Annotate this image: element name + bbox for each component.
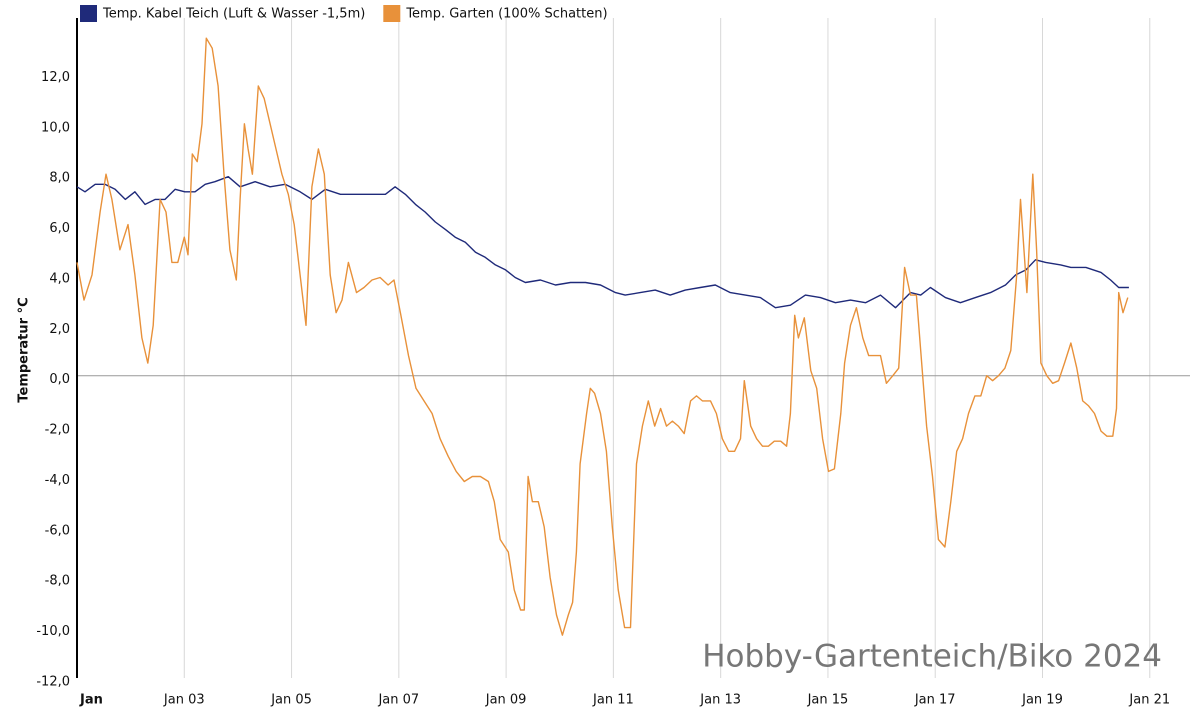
legend-swatch — [383, 5, 401, 22]
y-tick-label: -12,0 — [36, 675, 70, 690]
watermark: Hobby-Gartenteich/Biko 2024 — [702, 639, 1162, 675]
x-tick-label: Jan 03 — [163, 693, 205, 708]
x-tick-label: Jan 07 — [377, 693, 419, 708]
y-tick-label: 8,0 — [49, 171, 70, 186]
x-tick-label: Jan 09 — [485, 693, 527, 708]
x-tick-label: Jan 19 — [1021, 693, 1063, 708]
legend-label: Temp. Garten (100% Schatten) — [405, 7, 607, 22]
legend-label: Temp. Kabel Teich (Luft & Wasser -1,5m) — [102, 7, 365, 22]
y-tick-label: 12,0 — [41, 70, 70, 85]
series-line — [76, 176, 1129, 309]
y-tick-label: -6,0 — [45, 523, 70, 538]
x-tick-label: Jan — [79, 693, 103, 708]
x-tick-label: Jan 13 — [699, 693, 741, 708]
x-tick-label: Jan 05 — [270, 693, 312, 708]
y-tick-label: -4,0 — [45, 473, 70, 488]
x-tick-label: Jan 15 — [807, 693, 849, 708]
legend-swatch — [80, 5, 97, 22]
y-tick-label: -10,0 — [36, 624, 70, 639]
y-tick-label: -8,0 — [45, 574, 70, 589]
y-tick-label: 0,0 — [49, 372, 70, 387]
y-tick-label: 2,0 — [49, 322, 70, 337]
y-tick-label: -2,0 — [45, 423, 70, 438]
x-tick-label: Jan 11 — [592, 693, 634, 708]
y-tick-label: 10,0 — [41, 120, 70, 135]
y-tick-label: 4,0 — [49, 271, 70, 286]
y-tick-label: 6,0 — [49, 221, 70, 236]
x-tick-label: Jan 21 — [1128, 693, 1170, 708]
series-line — [76, 37, 1129, 636]
x-tick-label: Jan 17 — [914, 693, 956, 708]
y-axis-label: Temperatur °C — [17, 297, 32, 402]
